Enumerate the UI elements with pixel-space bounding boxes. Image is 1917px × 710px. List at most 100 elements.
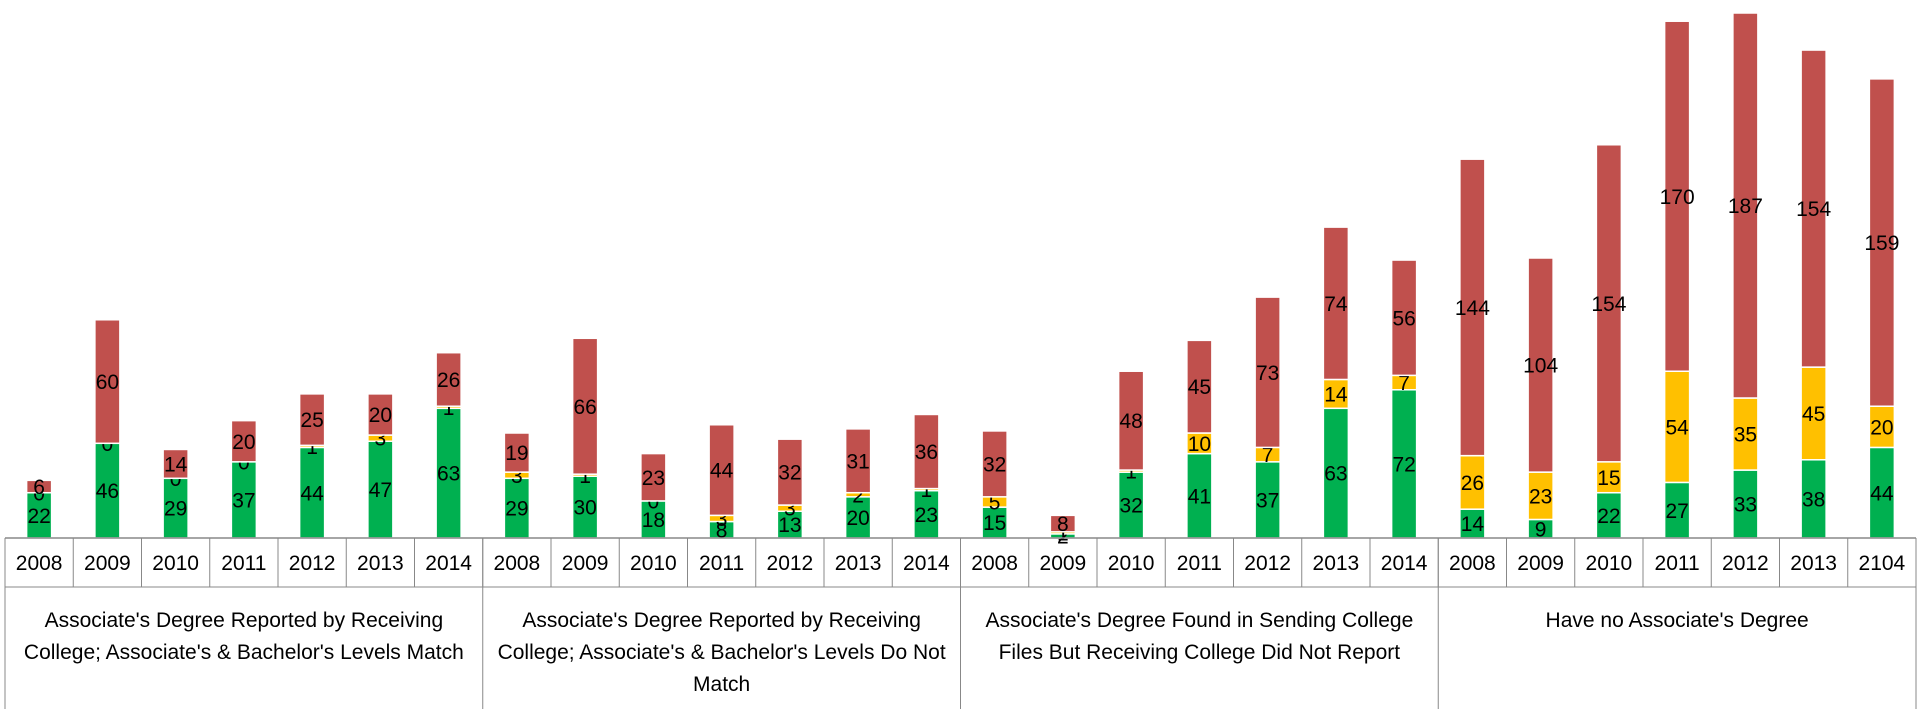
bar-segment [1595, 144, 1623, 463]
data-label: 30 [573, 497, 596, 520]
x-tick-label: 2011 [1177, 552, 1222, 575]
data-label: 187 [1728, 195, 1763, 218]
data-label: 66 [573, 396, 596, 419]
x-tick-label: 2008 [494, 552, 541, 575]
data-label: 44 [710, 460, 734, 483]
data-label: 29 [505, 498, 528, 521]
data-label: 3 [784, 498, 796, 521]
bar-segment [230, 419, 258, 463]
data-label: 41 [1188, 485, 1211, 508]
data-label: 44 [300, 482, 324, 505]
bar-segment [94, 442, 121, 539]
bar-segment [1527, 257, 1554, 473]
bar-segment [1868, 446, 1896, 539]
data-label: 14 [1324, 383, 1348, 406]
bar-segment [1117, 370, 1145, 471]
x-tick-label: 2011 [221, 552, 266, 575]
bar-segment [640, 452, 667, 502]
bar-segment [367, 393, 394, 436]
x-tick-label: 2010 [1108, 552, 1155, 575]
x-tick-label: 2104 [1859, 552, 1906, 575]
data-label: 10 [1188, 433, 1211, 456]
x-tick-label: 2008 [16, 552, 63, 575]
data-label: 14 [164, 453, 188, 476]
data-label: 33 [1734, 494, 1757, 517]
x-tick-label: 2012 [289, 552, 336, 575]
x-tick-label: 2012 [767, 552, 814, 575]
x-tick-label: 2010 [152, 552, 199, 575]
data-label: 7 [1398, 372, 1410, 395]
data-label: 48 [1119, 410, 1142, 433]
data-label: 32 [1119, 495, 1142, 518]
data-label: 8 [716, 519, 728, 542]
data-label: 19 [505, 442, 528, 465]
x-tick-label: 2013 [835, 552, 882, 575]
data-label: 3 [375, 428, 387, 451]
x-tick-label: 2009 [84, 552, 131, 575]
x-tick-label: 2013 [1313, 552, 1360, 575]
data-label: 18 [642, 509, 665, 532]
data-label: 15 [983, 512, 1006, 535]
data-label: 60 [96, 371, 119, 394]
data-label: 20 [1870, 416, 1893, 439]
bar-segment [1390, 259, 1418, 377]
data-label: 154 [1591, 293, 1626, 316]
data-label: 45 [1188, 376, 1211, 399]
data-label: 29 [164, 498, 187, 521]
data-label: 8 [1057, 513, 1069, 536]
data-label: 2 [852, 484, 864, 507]
data-label: 1 [443, 397, 455, 420]
bar-segment [1732, 12, 1759, 399]
bar-segment [1732, 397, 1759, 471]
data-label: 0 [170, 468, 182, 491]
data-label: 20 [846, 507, 869, 530]
bar-segment [1322, 226, 1350, 381]
group-label: Associate's Degree Reported by Receiving… [23, 609, 464, 664]
data-label: 7 [1262, 444, 1274, 467]
x-tick-label: 2014 [425, 552, 472, 575]
group-label: Have no Associate's Degree [1545, 609, 1809, 632]
x-tick-label: 2010 [1586, 552, 1633, 575]
data-label: 38 [1802, 488, 1825, 511]
bar-segment [1732, 469, 1759, 539]
data-label: 1 [579, 465, 591, 488]
data-label: 22 [1597, 505, 1620, 528]
data-label: 26 [437, 369, 460, 392]
x-tick-label: 2014 [903, 552, 950, 575]
data-label: 32 [778, 462, 801, 485]
data-label: 159 [1864, 232, 1899, 255]
data-label: 0 [648, 490, 660, 513]
x-tick-label: 2011 [699, 552, 744, 575]
data-label: 25 [300, 409, 323, 432]
bar-segment [913, 489, 940, 539]
data-label: 32 [983, 453, 1006, 476]
bar-segment [1322, 407, 1350, 539]
data-label: 0 [102, 433, 114, 456]
data-label: 154 [1796, 198, 1831, 221]
data-label: 54 [1665, 416, 1689, 439]
data-label: 45 [1802, 403, 1825, 426]
bar-segment [844, 428, 872, 494]
bar-segment [1527, 471, 1554, 521]
data-label: 20 [232, 431, 255, 454]
bar-segment [1459, 158, 1486, 457]
data-label: 63 [1324, 463, 1347, 486]
data-label: 22 [27, 505, 50, 528]
bar-segment [298, 393, 326, 447]
data-label: 14 [1461, 513, 1485, 536]
bar-segment [503, 477, 531, 539]
data-label: 5 [989, 492, 1001, 515]
data-label: 2 [1057, 525, 1069, 548]
data-label: 23 [1529, 485, 1552, 508]
data-label: 56 [1392, 307, 1415, 330]
data-label: 15 [1597, 467, 1620, 490]
data-label: 9 [1535, 518, 1547, 541]
data-label: 35 [1734, 424, 1757, 447]
data-label: 3 [511, 465, 523, 488]
data-label: 44 [1870, 482, 1894, 505]
data-label: 63 [437, 463, 460, 486]
bar-segment [1254, 296, 1281, 449]
bar-segment [1049, 514, 1077, 533]
